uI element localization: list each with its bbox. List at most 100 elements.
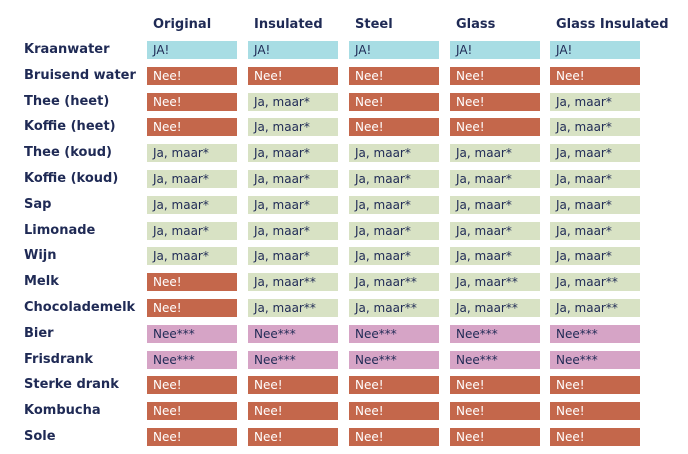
table-cell: Ja, maar** <box>450 299 540 317</box>
table-cell: Ja, maar** <box>248 273 338 291</box>
table-cell: Ja, maar* <box>550 170 640 188</box>
table-cell: Nee! <box>147 428 237 446</box>
table-cell: Nee*** <box>550 351 640 369</box>
table-cell: Ja, maar** <box>550 299 640 317</box>
table-cell: JA! <box>349 41 439 59</box>
table-row: Frisdrank Nee*** Nee*** Nee*** Nee*** Nee*** <box>0 351 688 373</box>
row-label: Koffie (heet) <box>24 119 116 134</box>
table-cell: Ja, maar* <box>550 144 640 162</box>
table-row: Sterke drank Nee! Nee! Nee! Nee! Nee! <box>0 376 688 398</box>
table-cell: Nee*** <box>349 351 439 369</box>
row-label: Limonade <box>24 223 96 238</box>
table-row: Melk Nee! Ja, maar** Ja, maar** Ja, maar** Ja… <box>0 273 688 295</box>
table-row: Koffie (heet) Nee! Ja, maar* Nee! Nee! Ja, ma… <box>0 118 688 140</box>
column-header: Insulated <box>254 17 323 32</box>
table-cell: JA! <box>550 41 640 59</box>
table-cell: Nee! <box>550 428 640 446</box>
table-cell: Nee! <box>248 402 338 420</box>
table-row: Bruisend water Nee! Nee! Nee! Nee! Nee! <box>0 67 688 89</box>
table-cell: Nee! <box>147 376 237 394</box>
table-cell: Ja, maar* <box>248 196 338 214</box>
table-cell: Ja, maar* <box>349 170 439 188</box>
table-row: Thee (koud) Ja, maar* Ja, maar* Ja, maar* Ja… <box>0 144 688 166</box>
table-cell: Ja, maar* <box>550 118 640 136</box>
table-cell: Nee! <box>147 118 237 136</box>
table-row: Bier Nee*** Nee*** Nee*** Nee*** Nee*** <box>0 325 688 347</box>
table-row: Wijn Ja, maar* Ja, maar* Ja, maar* Ja, maar*… <box>0 247 688 269</box>
table-cell: Ja, maar* <box>248 93 338 111</box>
table-cell: Nee! <box>349 376 439 394</box>
table-cell: Nee! <box>450 402 540 420</box>
table-cell: Ja, maar* <box>550 93 640 111</box>
table-cell: Ja, maar* <box>450 144 540 162</box>
table-cell: Nee*** <box>349 325 439 343</box>
table-cell: Nee*** <box>248 325 338 343</box>
table-cell: Ja, maar* <box>349 247 439 265</box>
table-cell: Nee! <box>550 67 640 85</box>
table-cell: Ja, maar* <box>147 196 237 214</box>
table-cell: Nee! <box>450 93 540 111</box>
table-cell: Nee! <box>147 402 237 420</box>
table-cell: Nee! <box>248 67 338 85</box>
table-cell: Nee! <box>349 402 439 420</box>
table-cell: JA! <box>248 41 338 59</box>
row-label: Bruisend water <box>24 68 136 83</box>
table-cell: Nee*** <box>550 325 640 343</box>
row-label: Sterke drank <box>24 377 119 392</box>
table-cell: Nee*** <box>450 351 540 369</box>
table-cell: Nee*** <box>248 351 338 369</box>
column-header: Original <box>153 17 212 32</box>
table-cell: Ja, maar* <box>147 170 237 188</box>
table-cell: Nee! <box>349 67 439 85</box>
table-cell: Ja, maar* <box>450 247 540 265</box>
row-label: Melk <box>24 274 59 289</box>
row-label: Sole <box>24 429 56 444</box>
table-cell: Nee! <box>147 273 237 291</box>
row-label: Wijn <box>24 248 57 263</box>
table-row: Sap Ja, maar* Ja, maar* Ja, maar* Ja, maar* J… <box>0 196 688 218</box>
table-cell: JA! <box>450 41 540 59</box>
row-label: Thee (koud) <box>24 145 112 160</box>
row-label: Chocolademelk <box>24 300 136 315</box>
table-row: Chocolademelk Nee! Ja, maar** Ja, maar** Ja,… <box>0 299 688 321</box>
table-cell: Ja, maar* <box>147 222 237 240</box>
table-row: Koffie (koud) Ja, maar* Ja, maar* Ja, maar*… <box>0 170 688 192</box>
table-cell: Nee*** <box>147 325 237 343</box>
table-cell: Nee! <box>450 376 540 394</box>
table-cell: Ja, maar* <box>450 170 540 188</box>
table-row: Thee (heet) Nee! Ja, maar* Nee! Nee! Ja, maar… <box>0 93 688 115</box>
table-row: Kraanwater JA! JA! JA! JA! JA! <box>0 41 688 63</box>
row-label: Sap <box>24 197 52 212</box>
table-cell: Nee! <box>450 118 540 136</box>
table-cell: JA! <box>147 41 237 59</box>
table-cell: Ja, maar* <box>550 196 640 214</box>
row-label: Frisdrank <box>24 352 94 367</box>
table-cell: Nee! <box>147 67 237 85</box>
row-label: Koffie (koud) <box>24 171 119 186</box>
table-cell: Nee! <box>550 402 640 420</box>
row-label: Bier <box>24 326 54 341</box>
table-cell: Nee! <box>147 299 237 317</box>
table-cell: Ja, maar** <box>349 273 439 291</box>
table-cell: Nee! <box>450 67 540 85</box>
row-label: Kombucha <box>24 403 101 418</box>
table-cell: Nee! <box>248 376 338 394</box>
table-cell: Ja, maar* <box>248 222 338 240</box>
table-cell: Nee*** <box>147 351 237 369</box>
table-cell: Ja, maar* <box>248 170 338 188</box>
table-cell: Ja, maar* <box>450 222 540 240</box>
table-cell: Nee! <box>147 93 237 111</box>
table-cell: Nee*** <box>450 325 540 343</box>
table-cell: Ja, maar* <box>550 222 640 240</box>
table-cell: Ja, maar** <box>349 299 439 317</box>
table-cell: Ja, maar* <box>248 144 338 162</box>
table-cell: Nee! <box>450 428 540 446</box>
table-cell: Ja, maar* <box>147 144 237 162</box>
table-cell: Ja, maar** <box>248 299 338 317</box>
table-cell: Ja, maar* <box>550 247 640 265</box>
table-row: Sole Nee! Nee! Nee! Nee! Nee! <box>0 428 688 450</box>
table-cell: Nee! <box>349 428 439 446</box>
table-cell: Ja, maar** <box>450 273 540 291</box>
row-label: Thee (heet) <box>24 94 110 109</box>
